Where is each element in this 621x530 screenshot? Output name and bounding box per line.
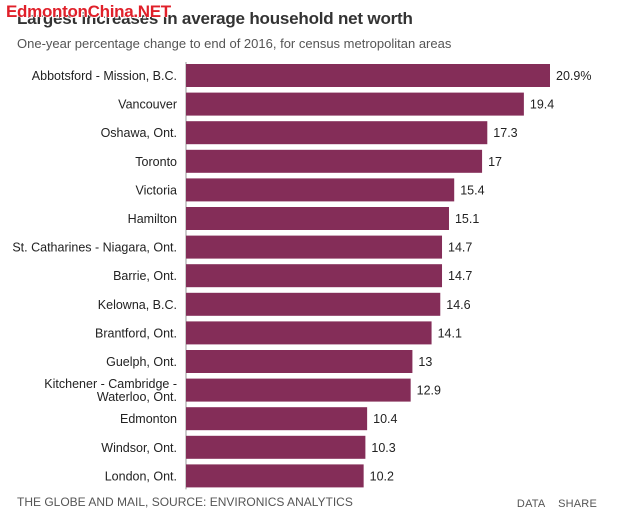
value-label: 15.4 [460,183,484,197]
value-label: 17.3 [493,126,517,140]
value-label: 10.2 [370,469,394,483]
category-label: Oshawa, Ont. [101,126,177,140]
category-label: Brantford, Ont. [95,326,177,340]
category-label-line: Barrie, Ont. [113,269,177,283]
value-label: 12.9 [417,384,441,398]
source-credit: THE GLOBE AND MAIL, SOURCE: ENVIRONICS A… [17,495,353,509]
category-label: Kitchener - Cambridge -Waterloo, Ont. [44,377,177,404]
bar[interactable] [186,121,488,145]
footer-links: DATA SHARE [507,498,597,510]
value-label: 20.9% [556,69,591,83]
bar[interactable] [186,321,432,345]
bar[interactable] [186,378,411,402]
value-label: 10.3 [371,441,395,455]
category-label-line: Guelph, Ont. [106,355,177,369]
bar[interactable] [186,178,455,202]
bar[interactable] [186,435,366,459]
value-label: 14.1 [438,326,462,340]
bar[interactable] [186,350,413,373]
share-link[interactable]: SHARE [558,498,597,510]
category-label-line: Victoria [136,183,178,197]
bar[interactable] [186,235,443,259]
watermark-logo: EdmontonChina.NET [6,2,171,21]
value-label: 19.4 [530,98,554,112]
category-label-line: Kelowna, B.C. [98,298,177,312]
category-label-line: Brantford, Ont. [95,326,177,340]
value-label: 10.4 [373,412,397,426]
bar[interactable] [186,149,483,173]
category-label: Toronto [135,155,177,169]
category-label-line: St. Catharines - Niagara, Ont. [12,241,177,255]
category-label: Victoria [136,183,178,197]
chart-subtitle: One-year percentage change to end of 201… [17,36,452,51]
bar[interactable] [186,292,441,316]
category-label: Vancouver [118,98,177,112]
bar[interactable] [186,64,550,87]
value-label: 14.6 [446,298,470,312]
category-label: London, Ont. [105,469,177,483]
category-label: Barrie, Ont. [113,269,177,283]
category-label-line: Edmonton [120,412,177,426]
category-label-line: Oshawa, Ont. [101,126,177,140]
value-label: 17 [488,155,502,169]
data-link[interactable]: DATA [516,498,545,510]
category-label: Guelph, Ont. [106,355,177,369]
category-label: Kelowna, B.C. [98,298,177,312]
value-label: 14.7 [448,269,472,283]
category-label-line: Waterloo, Ont. [97,390,177,404]
bar[interactable] [186,464,364,488]
bar[interactable] [186,264,443,288]
category-label: St. Catharines - Niagara, Ont. [12,241,177,255]
value-label: 14.7 [448,241,472,255]
value-label: 15.1 [455,212,479,226]
bar[interactable] [186,92,524,116]
chart-title: Largest increases in average household n… [17,9,413,28]
bar[interactable] [186,407,368,431]
category-label-line: Vancouver [118,98,177,112]
bar[interactable] [186,207,449,230]
category-label-line: Hamilton [128,212,177,226]
category-label: Hamilton [128,212,177,226]
category-label-line: Kitchener - Cambridge - [44,377,177,391]
category-label-line: Windsor, Ont. [101,441,177,455]
category-label: Abbotsford - Mission, B.C. [32,69,177,83]
category-label: Edmonton [120,412,177,426]
category-label: Windsor, Ont. [101,441,177,455]
category-label-line: Abbotsford - Mission, B.C. [32,69,177,83]
category-label-line: London, Ont. [105,469,177,483]
category-label-line: Toronto [135,155,177,169]
value-label: 13 [418,355,432,369]
